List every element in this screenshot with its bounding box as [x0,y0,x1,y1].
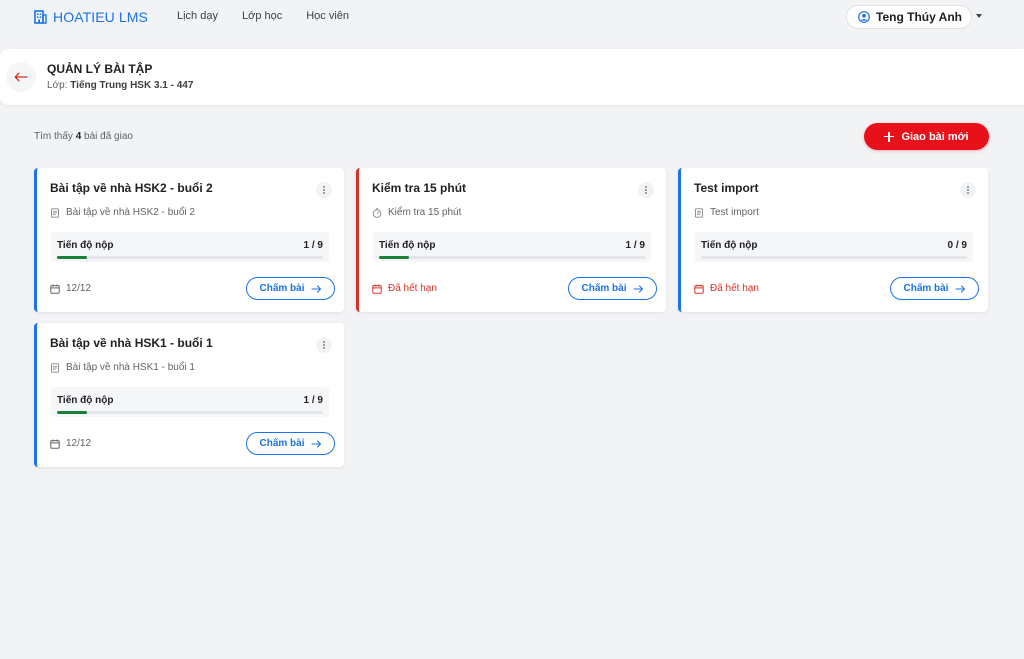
progress-label: Tiến độ nộp [57,395,114,406]
calendar-icon [694,284,704,294]
progress-count: 0 / 9 [947,240,967,251]
assignment-description: Bài tập về nhà HSK2 - buổi 2 [50,207,195,218]
assignment-card[interactable]: Bài tập về nhà HSK1 - buổi 1 Bài tập về … [34,323,344,467]
submission-progress: Tiến độ nộp 0 / 9 [695,232,973,262]
summary-count: 4 [75,131,82,142]
assignment-card[interactable]: Kiểm tra 15 phút Kiểm tra 15 phút Tiến đ… [356,168,666,312]
assignment-description-text: Bài tập về nhà HSK1 - buổi 1 [66,362,195,373]
progress-fill [379,256,409,259]
grade-button[interactable]: Chấm bài [246,432,335,455]
back-button[interactable] [6,62,36,92]
progress-track [701,256,967,259]
arrow-right-icon [310,284,321,293]
grade-button-label: Chấm bài [581,283,627,294]
progress-count: 1 / 9 [303,395,323,406]
progress-label: Tiến độ nộp [701,240,758,251]
progress-track [379,256,645,259]
nav-item-schedule[interactable]: Lịch dạy [177,10,218,22]
brand-logo[interactable]: HOATIEU LMS [34,9,148,25]
more-vertical-icon [967,186,969,194]
arrow-right-icon [632,284,643,293]
due-date: Đã hết hạn [694,283,759,294]
more-options-button[interactable] [316,182,332,198]
submission-progress: Tiến độ nộp 1 / 9 [51,232,329,262]
page-title: QUẢN LÝ BÀI TẬP [47,62,153,76]
assignment-description: Test import [694,207,759,218]
more-options-button[interactable] [316,337,332,353]
due-date: 12/12 [50,438,91,449]
progress-label: Tiến độ nộp [379,240,436,251]
due-date: Đã hết hạn [372,283,437,294]
progress-count: 1 / 9 [625,240,645,251]
grade-button[interactable]: Chấm bài [890,277,979,300]
assignment-title: Bài tập về nhà HSK2 - buổi 2 [50,181,213,195]
summary-prefix: Tìm thấy [34,131,73,142]
grade-button[interactable]: Chấm bài [568,277,657,300]
class-name: Tiếng Trung HSK 3.1 - 447 [70,80,194,91]
summary-suffix: bài đã giao [84,131,133,142]
assignment-description-text: Test import [710,207,759,218]
due-date-text: 12/12 [66,283,92,294]
more-vertical-icon [645,186,647,194]
assignment-description-text: Bài tập về nhà HSK2 - buổi 2 [66,207,195,218]
plus-icon [884,131,895,142]
user-circle-icon [858,11,870,23]
timer-icon [372,207,382,218]
due-date: 12/12 [50,283,91,294]
nav-item-students[interactable]: Học viên [306,10,350,22]
submission-progress: Tiến độ nộp 1 / 9 [373,232,651,262]
progress-track [57,256,323,259]
caret-down-icon[interactable] [976,14,982,18]
arrow-right-icon [954,284,965,293]
page-header: QUẢN LÝ BÀI TẬP Lớp: Tiếng Trung HSK 3.1… [0,49,1024,105]
more-vertical-icon [323,186,325,194]
user-menu-button[interactable]: Teng Thúy Anh [846,5,972,29]
calendar-icon [50,284,60,294]
class-subtitle: Lớp: Tiếng Trung HSK 3.1 - 447 [47,80,193,91]
document-icon [50,362,60,373]
arrow-left-icon [14,72,28,82]
due-date-text: Đã hết hạn [388,283,437,294]
assignment-title: Kiểm tra 15 phút [372,181,467,195]
grade-button-label: Chấm bài [259,438,305,449]
grade-button[interactable]: Chấm bài [246,277,335,300]
user-name: Teng Thúy Anh [876,10,962,24]
result-summary: Tìm thấy 4 bài đã giao [34,131,133,142]
due-date-text: 12/12 [66,438,92,449]
progress-count: 1 / 9 [303,240,323,251]
more-options-button[interactable] [960,182,976,198]
grade-button-label: Chấm bài [903,283,949,294]
assignment-card[interactable]: Test import Test import Tiến độ nộp 0 / … [678,168,988,312]
nav-links: Lịch dạy Lớp học Học viên [177,10,349,22]
progress-fill [57,256,87,259]
assignment-title: Bài tập về nhà HSK1 - buổi 1 [50,336,213,350]
more-vertical-icon [323,341,325,349]
new-assignment-label: Giao bài mới [901,130,969,143]
more-options-button[interactable] [638,182,654,198]
assignment-description: Bài tập về nhà HSK1 - buổi 1 [50,362,195,373]
nav-item-classes[interactable]: Lớp học [241,10,283,22]
submission-progress: Tiến độ nộp 1 / 9 [51,387,329,417]
top-nav: HOATIEU LMS Lịch dạy Lớp học Học viên Te… [0,0,1024,34]
progress-fill [57,411,87,414]
brand-name: HOATIEU LMS [53,9,148,25]
grade-button-label: Chấm bài [259,283,305,294]
arrow-right-icon [310,439,321,448]
assignment-description-text: Kiểm tra 15 phút [388,207,462,218]
document-icon [694,207,704,218]
building-icon [34,10,47,24]
class-label: Lớp: [47,80,68,91]
progress-label: Tiến độ nộp [57,240,114,251]
assignment-description: Kiểm tra 15 phút [372,207,461,218]
calendar-icon [50,439,60,449]
document-icon [50,207,60,218]
progress-track [57,411,323,414]
new-assignment-button[interactable]: Giao bài mới [864,123,989,150]
calendar-icon [372,284,382,294]
assignment-title: Test import [694,181,759,195]
assignment-card[interactable]: Bài tập về nhà HSK2 - buổi 2 Bài tập về … [34,168,344,312]
due-date-text: Đã hết hạn [710,283,759,294]
